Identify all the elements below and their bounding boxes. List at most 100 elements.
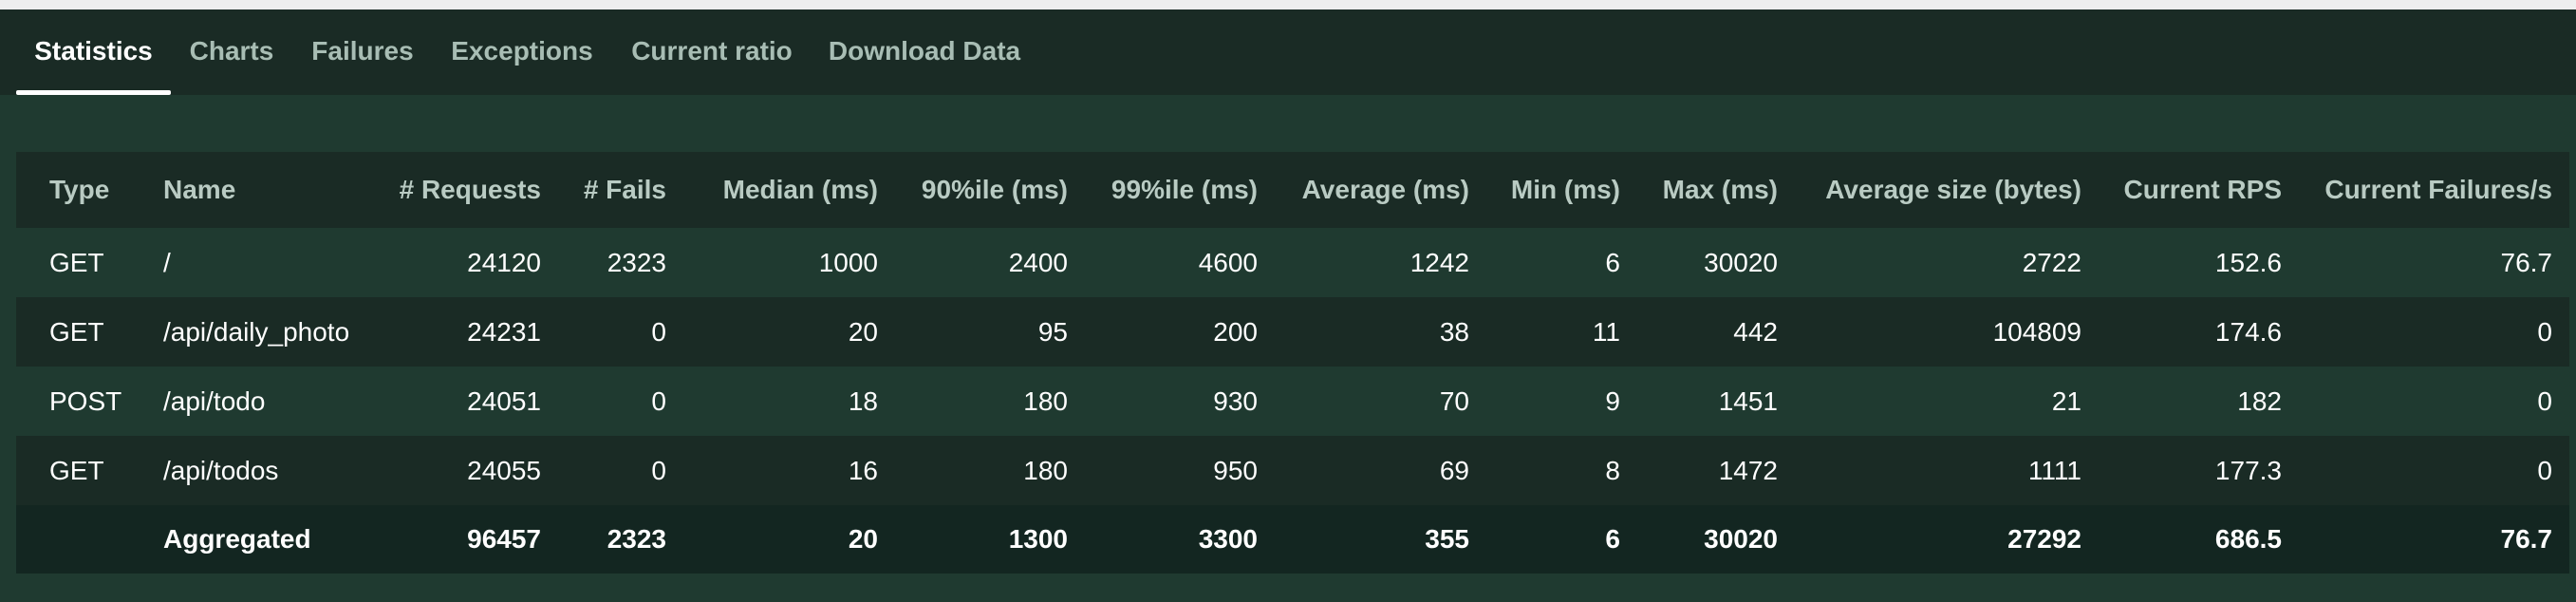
cell-max: 1451 — [1718, 386, 1778, 416]
tab-current-ratio[interactable]: Current ratio — [626, 9, 797, 95]
cell-fails: 0 — [651, 316, 666, 347]
tab-current-ratio-label: Current ratio — [631, 36, 793, 66]
cell-median: 16 — [848, 455, 878, 485]
aggregated-label: Aggregated — [163, 524, 311, 554]
cell-requests: 24120 — [467, 247, 541, 277]
cell-requests: 24055 — [467, 455, 541, 485]
cell-current-rps: 177.3 — [2214, 455, 2282, 485]
aggregated-current-rps: 686.5 — [2214, 524, 2282, 554]
cell-name: /api/daily_photo — [163, 316, 350, 347]
cell-current-rps: 174.6 — [2214, 316, 2282, 347]
cell-type: GET — [49, 455, 104, 485]
active-tab-indicator — [16, 90, 171, 95]
header-99ile[interactable]: 99%ile (ms) — [1111, 175, 1258, 204]
cell-min: 9 — [1605, 386, 1620, 416]
aggregated-90ile: 1300 — [1008, 524, 1068, 554]
header-fails[interactable]: # Fails — [583, 175, 666, 204]
cell-current-failures: 76.7 — [2500, 247, 2553, 277]
cell-current-failures: 0 — [2537, 455, 2552, 485]
cell-max: 30020 — [1704, 247, 1778, 277]
tab-download-data-label: Download Data — [828, 36, 1021, 66]
aggregated-min: 6 — [1605, 524, 1620, 554]
tab-statistics-label: Statistics — [34, 36, 153, 66]
cell-current-failures: 0 — [2537, 316, 2552, 347]
cell-median: 20 — [848, 316, 878, 347]
header-current-failures[interactable]: Current Failures/s — [2324, 175, 2552, 204]
cell-type: GET — [49, 316, 104, 347]
tab-download-data[interactable]: Download Data — [826, 9, 1023, 95]
table-header-row: Type Name # Requests # Fails Median (ms)… — [16, 152, 2569, 228]
cell-99ile: 4600 — [1198, 247, 1258, 277]
aggregated-max: 30020 — [1704, 524, 1778, 554]
aggregated-type — [49, 505, 144, 574]
cell-name: /api/todos — [163, 455, 279, 485]
cell-current-rps: 152.6 — [2214, 247, 2282, 277]
cell-average-size: 21 — [2051, 386, 2081, 416]
table-row: GET /api/todos 24055 0 16 180 950 69 8 1… — [16, 436, 2569, 505]
tab-exceptions-label: Exceptions — [451, 36, 593, 66]
aggregated-average: 355 — [1425, 524, 1469, 554]
aggregated-median: 20 — [848, 524, 878, 554]
aggregated-fails: 2323 — [607, 524, 666, 554]
header-90ile[interactable]: 90%ile (ms) — [921, 175, 1068, 204]
browser-top-strip — [0, 0, 2576, 9]
cell-current-failures: 0 — [2537, 386, 2552, 416]
aggregated-current-failures: 76.7 — [2500, 524, 2553, 554]
cell-90ile: 95 — [1037, 316, 1068, 347]
cell-min: 6 — [1605, 247, 1620, 277]
cell-average: 70 — [1439, 386, 1469, 416]
header-max[interactable]: Max (ms) — [1662, 175, 1778, 204]
tab-bar: Statistics Charts Failures Exceptions Cu… — [0, 9, 2576, 95]
header-min[interactable]: Min (ms) — [1510, 175, 1620, 204]
table-row: GET /api/daily_photo 24231 0 20 95 200 3… — [16, 297, 2569, 367]
aggregated-99ile: 3300 — [1198, 524, 1258, 554]
tab-failures-label: Failures — [311, 36, 414, 66]
table-row: GET / 24120 2323 1000 2400 4600 1242 6 3… — [16, 228, 2569, 297]
cell-max: 1472 — [1718, 455, 1778, 485]
cell-current-rps: 182 — [2237, 386, 2282, 416]
tab-failures[interactable]: Failures — [308, 9, 418, 95]
cell-99ile: 930 — [1213, 386, 1258, 416]
header-current-rps[interactable]: Current RPS — [2123, 175, 2282, 204]
cell-fails: 2323 — [607, 247, 666, 277]
tab-charts[interactable]: Charts — [184, 9, 279, 95]
cell-average: 38 — [1439, 316, 1469, 347]
cell-median: 18 — [848, 386, 878, 416]
aggregated-requests: 96457 — [467, 524, 541, 554]
cell-average-size: 2722 — [2022, 247, 2081, 277]
header-type[interactable]: Type — [49, 175, 110, 204]
cell-median: 1000 — [818, 247, 878, 277]
cell-requests: 24231 — [467, 316, 541, 347]
header-name[interactable]: Name — [163, 175, 236, 204]
cell-99ile: 200 — [1213, 316, 1258, 347]
cell-average-size: 1111 — [2027, 455, 2081, 485]
cell-type: GET — [49, 247, 104, 277]
cell-average: 1242 — [1409, 247, 1469, 277]
cell-max: 442 — [1733, 316, 1778, 347]
tab-exceptions[interactable]: Exceptions — [446, 9, 598, 95]
cell-type: POST — [49, 386, 122, 416]
cell-requests: 24051 — [467, 386, 541, 416]
cell-90ile: 180 — [1023, 386, 1068, 416]
header-requests[interactable]: # Requests — [399, 175, 541, 204]
cell-min: 11 — [1592, 316, 1620, 347]
cell-fails: 0 — [651, 386, 666, 416]
cell-min: 8 — [1605, 455, 1620, 485]
aggregated-row: Aggregated 96457 2323 20 1300 3300 355 6… — [16, 505, 2569, 574]
cell-99ile: 950 — [1213, 455, 1258, 485]
header-median[interactable]: Median (ms) — [722, 175, 878, 204]
aggregated-average-size: 27292 — [2007, 524, 2081, 554]
cell-fails: 0 — [651, 455, 666, 485]
cell-name: / — [163, 247, 171, 277]
statistics-table: Type Name # Requests # Fails Median (ms)… — [16, 152, 2569, 574]
header-average-size[interactable]: Average size (bytes) — [1825, 175, 2081, 204]
header-average[interactable]: Average (ms) — [1301, 175, 1469, 204]
cell-90ile: 180 — [1023, 455, 1068, 485]
table-row: POST /api/todo 24051 0 18 180 930 70 9 1… — [16, 367, 2569, 436]
cell-90ile: 2400 — [1008, 247, 1068, 277]
cell-name: /api/todo — [163, 386, 266, 416]
cell-average: 69 — [1439, 455, 1469, 485]
tab-statistics[interactable]: Statistics — [16, 9, 171, 95]
cell-average-size: 104809 — [1992, 316, 2081, 347]
tab-charts-label: Charts — [189, 36, 274, 66]
